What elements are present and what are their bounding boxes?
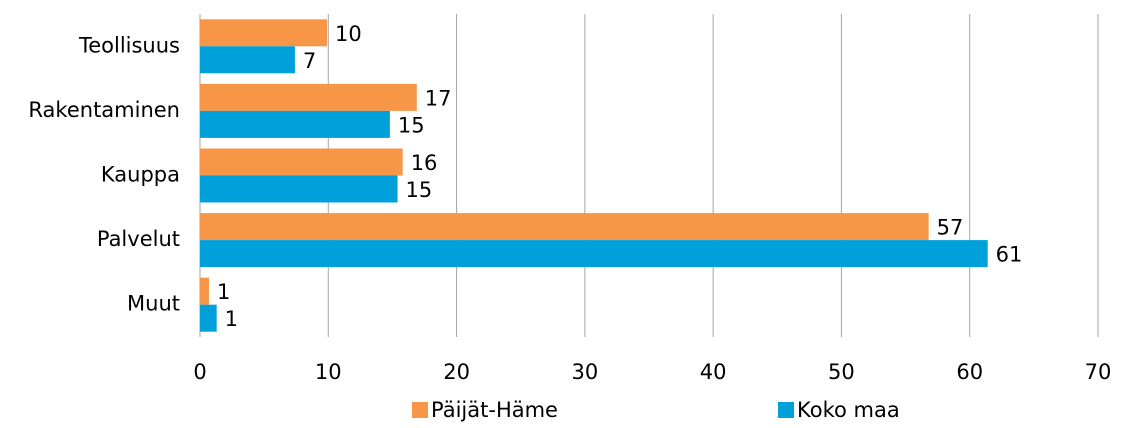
x-tick-label: 40: [700, 360, 727, 384]
value-label: 1: [225, 307, 238, 331]
value-label: 1: [217, 280, 230, 304]
y-tick-label: Kauppa: [101, 163, 180, 187]
value-label: 16: [411, 151, 438, 175]
value-label: 15: [398, 113, 425, 137]
bar: [200, 19, 328, 47]
bar: [200, 148, 403, 176]
bar: [200, 46, 295, 74]
bar: [200, 304, 217, 332]
value-label: 17: [425, 86, 452, 110]
value-label: 61: [996, 243, 1023, 267]
legend-label: Koko maa: [797, 398, 900, 422]
value-label: 7: [303, 49, 316, 73]
value-label: 10: [335, 22, 362, 46]
y-tick-label: Muut: [127, 292, 180, 316]
y-tick-label: Teollisuus: [78, 33, 180, 57]
legend-label: Päijät-Häme: [431, 398, 558, 422]
bar: [200, 277, 209, 305]
bar: [200, 175, 398, 203]
bar: [200, 110, 390, 138]
value-label: 15: [406, 178, 433, 202]
x-tick-label: 30: [571, 360, 598, 384]
value-label: 57: [937, 216, 964, 240]
x-tick-label: 50: [828, 360, 855, 384]
bar: [200, 213, 929, 241]
y-tick-label: Rakentaminen: [28, 98, 180, 122]
x-tick-label: 20: [443, 360, 470, 384]
x-tick-label: 70: [1085, 360, 1112, 384]
y-tick-label: Palvelut: [97, 227, 180, 251]
x-tick-label: 0: [193, 360, 206, 384]
legend-swatch: [778, 402, 794, 418]
legend-swatch: [412, 402, 428, 418]
x-tick-label: 60: [956, 360, 983, 384]
x-tick-label: 10: [315, 360, 342, 384]
bar: [200, 240, 988, 268]
bar: [200, 83, 417, 111]
